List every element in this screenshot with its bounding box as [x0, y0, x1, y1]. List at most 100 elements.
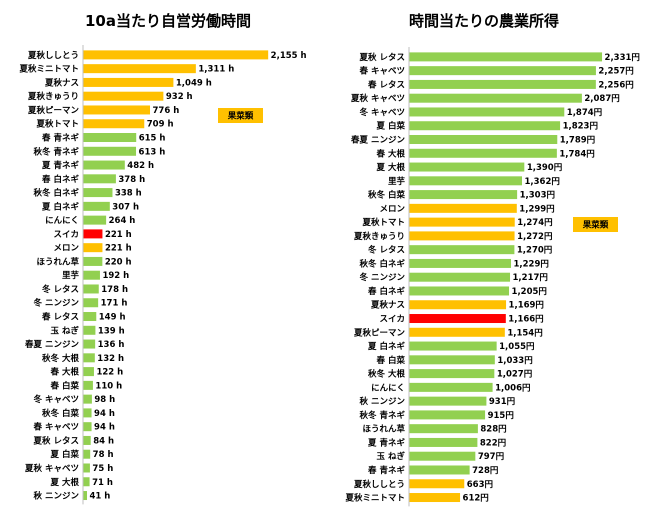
chart-0-category-label: 玉 ねぎ — [51, 325, 80, 336]
chart-0-bar — [83, 146, 137, 156]
chart-1-value-label: 1,303円 — [520, 191, 555, 201]
chart-1-bar — [409, 176, 523, 186]
chart-1-category-label: 秋冬 青ネギ — [359, 410, 406, 421]
chart-0-value-label: 75 h — [92, 464, 113, 474]
chart-1-value-label: 1,362円 — [525, 177, 560, 187]
chart-0-bar — [83, 339, 96, 349]
chart-0-bar — [83, 477, 90, 487]
chart-1-value-label: 1,823円 — [563, 122, 598, 132]
chart-1-value-label: 1,789円 — [560, 136, 595, 146]
chart-1-value-label: 1,055円 — [499, 342, 534, 352]
chart-0-value-label: 378 h — [118, 175, 145, 185]
chart-1-bar — [409, 245, 515, 255]
chart-1-bar — [409, 465, 470, 475]
chart-0-category-label: 春 キャベツ — [33, 422, 79, 433]
chart-1-bar — [409, 327, 505, 337]
chart-0-bar — [83, 119, 145, 129]
chart-0-bar — [83, 491, 88, 501]
chart-1-value-label: 931円 — [489, 397, 515, 407]
chart-0-value-label: 149 h — [99, 313, 126, 323]
chart-1-bar — [409, 300, 507, 310]
chart-0-category-label: 春 白菜 — [50, 380, 80, 391]
chart-1-category-label: 春 レタス — [367, 79, 405, 90]
chart-0-value-label: 84 h — [93, 436, 114, 446]
chart-0-bar — [83, 325, 96, 335]
chart-1-bar — [409, 272, 511, 282]
chart-0-value-label: 171 h — [101, 299, 128, 309]
chart-1-value-label: 2,257円 — [598, 67, 633, 77]
chart-0-bar — [83, 77, 174, 87]
chart-1-legend-swatch — [573, 217, 618, 232]
chart-1-bar — [409, 231, 515, 241]
chart-1-value-label: 828円 — [480, 425, 506, 435]
chart-0-value-label: 1,049 h — [176, 78, 212, 88]
chart-0-value-label: 615 h — [139, 134, 166, 144]
chart-1-bar — [409, 162, 525, 172]
chart-0-category-label: 秋冬 大根 — [41, 353, 79, 364]
chart-1-bar — [409, 410, 486, 420]
chart-0-value-label: 307 h — [112, 202, 139, 212]
chart-0-value-label: 220 h — [105, 257, 132, 267]
chart-1-value-label: 1,270円 — [517, 246, 552, 256]
chart-0-category-label: 里芋 — [62, 270, 80, 281]
chart-1-bar — [409, 286, 510, 296]
chart-0-legend-swatch — [218, 108, 263, 123]
chart-1-bar — [409, 341, 497, 351]
chart-0-value-label: 482 h — [127, 161, 154, 171]
chart-1-bar — [409, 52, 603, 62]
chart-1-value-label: 1,027円 — [497, 370, 532, 380]
chart-1-bar — [409, 190, 518, 200]
chart-0-bar — [83, 50, 269, 60]
chart-1-bar — [409, 424, 478, 434]
chart-0-category-label: 夏秋ミニトマト — [18, 64, 79, 75]
chart-0-value-label: 338 h — [115, 189, 142, 199]
chart-0-category-label: 春 白ネギ — [41, 174, 79, 185]
chart-1-category-label: スイカ — [379, 315, 405, 325]
chart-0-bar — [83, 408, 92, 418]
chart-1-category-label: ほうれん草 — [362, 424, 405, 435]
chart-1-value-label: 1,874円 — [567, 108, 602, 118]
chart-0-value-label: 221 h — [105, 230, 132, 240]
chart-1-value-label: 1,166円 — [508, 315, 543, 325]
chart-0-category-label: 夏秋 キャベツ — [24, 463, 79, 474]
chart-0-legend-label: 果菜類 — [227, 111, 254, 122]
chart-0-value-label: 94 h — [94, 409, 115, 419]
chart-1-value-label: 1,169円 — [509, 301, 544, 311]
chart-1-category-label: 玉 ねぎ — [377, 451, 406, 462]
chart-0-category-label: 夏 白ネギ — [41, 201, 79, 212]
chart-1-category-label: 夏 青ネギ — [367, 437, 405, 448]
chart-1-bar — [409, 396, 487, 406]
chart-0-category-label: 秋冬 青ネギ — [33, 146, 80, 157]
chart-1-value-label: 1,390円 — [527, 163, 562, 173]
chart-1-category-label: 夏秋ピーマン — [353, 327, 406, 338]
chart-0-value-label: 709 h — [147, 120, 174, 130]
chart-0-bar — [83, 422, 92, 432]
chart-0-category-label: 冬 レタス — [42, 284, 79, 295]
chart-0-category-label: 春 レタス — [41, 312, 79, 323]
chart-0-category-label: にんにく — [45, 216, 79, 226]
chart-1-bar — [409, 451, 476, 461]
chart-1-category-label: 秋冬 大根 — [367, 369, 405, 380]
chart-0-bar — [83, 380, 93, 390]
chart-0-value-label: 264 h — [109, 216, 136, 226]
chart-0-value-label: 41 h — [90, 492, 111, 502]
chart-1-bar — [409, 258, 512, 268]
chart-1-category-label: 夏 白ネギ — [367, 341, 405, 352]
chart-1-value-label: 2,331円 — [605, 53, 640, 63]
chart-0-bar — [83, 160, 125, 170]
chart-0-bar — [83, 435, 91, 445]
chart-title-work-hours: 10a当たり自営労働時間 — [85, 12, 251, 30]
chart-0-bar — [83, 284, 99, 294]
chart-1-value-label: 1,229円 — [514, 259, 549, 269]
chart-1-category-label: 春夏 ニンジン — [350, 135, 405, 146]
chart-1-value-label: 822円 — [480, 438, 506, 448]
chart-0-bar — [83, 201, 110, 211]
chart-title-income-per-hour: 時間当たりの農業所得 — [409, 12, 559, 30]
chart-0-category-label: ほうれん草 — [36, 256, 79, 267]
chart-1-category-label: 夏秋 レタス — [359, 52, 405, 63]
chart-1-category-label: 春 大根 — [376, 148, 406, 159]
chart-1-value-label: 797円 — [478, 452, 504, 462]
chart-0-bar — [83, 367, 94, 377]
chart-1-category-label: 里芋 — [388, 176, 406, 187]
chart-0-bar — [83, 133, 137, 143]
